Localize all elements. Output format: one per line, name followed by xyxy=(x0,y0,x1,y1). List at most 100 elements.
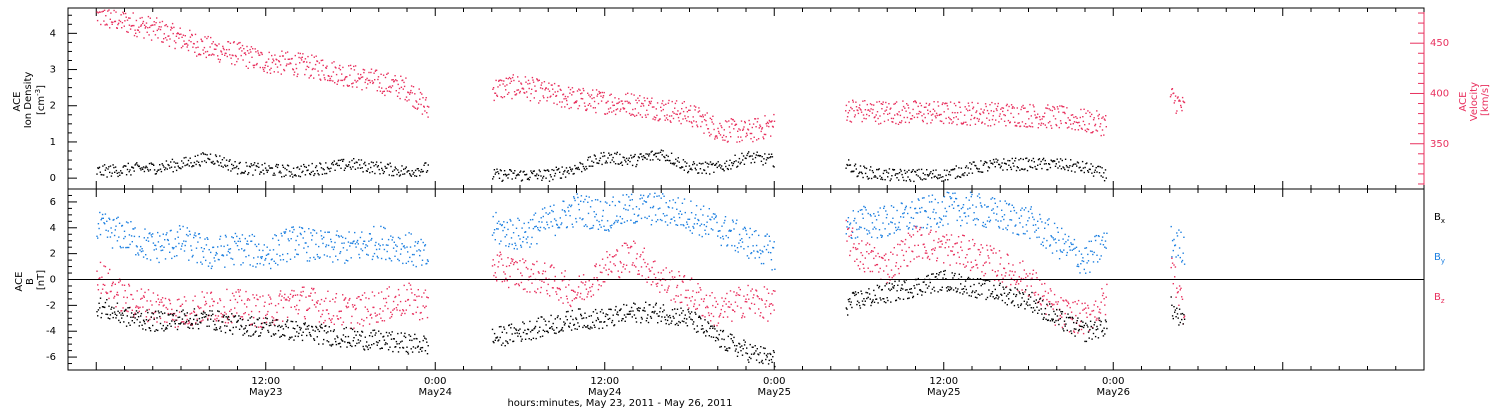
data-point xyxy=(403,85,406,88)
data-point xyxy=(873,257,875,260)
data-point xyxy=(372,255,374,258)
data-point xyxy=(625,242,627,245)
data-point xyxy=(170,161,172,163)
data-point xyxy=(200,307,202,309)
data-point xyxy=(395,295,397,298)
data-point xyxy=(602,281,604,283)
data-point xyxy=(274,234,276,236)
data-point xyxy=(598,220,600,223)
data-point xyxy=(263,244,265,246)
data-point xyxy=(940,113,942,116)
data-point xyxy=(177,165,179,167)
data-point xyxy=(1066,127,1069,129)
data-point xyxy=(685,227,687,229)
data-point xyxy=(223,48,225,51)
data-point xyxy=(532,79,534,81)
data-point xyxy=(291,296,294,298)
data-point xyxy=(758,308,760,310)
data-point xyxy=(580,281,583,283)
data-point xyxy=(188,165,190,167)
data-point xyxy=(729,230,732,232)
data-point xyxy=(187,49,190,52)
data-point xyxy=(255,51,257,53)
data-point xyxy=(215,48,217,50)
data-point xyxy=(592,283,594,286)
data-point xyxy=(665,154,668,156)
data-point xyxy=(742,159,744,161)
data-point xyxy=(125,165,127,167)
data-point xyxy=(1093,117,1095,119)
data-point xyxy=(638,99,640,102)
data-point xyxy=(579,89,581,91)
data-point xyxy=(1052,161,1054,163)
data-point xyxy=(328,231,330,233)
data-point xyxy=(549,295,551,297)
data-point xyxy=(872,108,874,111)
data-point xyxy=(408,282,410,284)
data-point xyxy=(1076,165,1078,167)
data-point xyxy=(744,120,746,123)
data-point xyxy=(343,299,345,301)
data-point xyxy=(542,175,545,178)
data-point xyxy=(902,240,904,243)
data-point xyxy=(767,122,769,125)
data-point xyxy=(555,291,557,293)
data-point xyxy=(157,241,160,243)
data-point xyxy=(258,243,260,245)
data-point xyxy=(901,173,903,176)
data-point xyxy=(278,60,280,62)
data-point xyxy=(1034,231,1036,233)
data-point xyxy=(850,106,852,109)
data-point xyxy=(380,257,383,260)
data-point xyxy=(314,63,317,66)
data-point xyxy=(181,36,183,38)
data-point xyxy=(341,324,343,326)
data-point xyxy=(392,247,395,249)
data-point xyxy=(968,199,970,201)
data-point xyxy=(719,314,721,317)
data-point xyxy=(904,207,907,209)
data-point xyxy=(298,244,300,246)
data-point xyxy=(531,76,534,79)
data-point xyxy=(304,58,307,60)
data-point xyxy=(626,100,628,102)
data-point xyxy=(327,79,329,82)
data-point xyxy=(644,157,646,159)
data-point xyxy=(100,23,102,26)
data-point xyxy=(1038,158,1041,160)
data-point xyxy=(323,169,325,171)
data-point xyxy=(348,299,350,301)
data-point xyxy=(670,121,672,123)
data-point xyxy=(691,232,693,234)
data-point xyxy=(714,138,716,140)
data-point xyxy=(682,224,684,226)
data-point xyxy=(1040,160,1042,163)
data-point xyxy=(1183,236,1185,238)
data-point xyxy=(384,76,387,79)
data-point xyxy=(652,205,655,208)
data-point xyxy=(390,260,393,262)
data-point xyxy=(253,162,256,164)
data-point xyxy=(712,304,714,307)
data-point xyxy=(923,106,926,108)
data-point xyxy=(117,294,119,296)
data-point xyxy=(987,205,989,208)
data-point xyxy=(336,315,338,317)
data-point xyxy=(253,164,255,166)
data-point xyxy=(684,296,686,299)
data-point xyxy=(660,272,662,274)
data-point xyxy=(902,105,905,108)
data-point xyxy=(861,240,863,242)
data-point xyxy=(346,165,348,168)
data-point xyxy=(598,90,600,93)
data-point xyxy=(426,259,429,261)
data-point xyxy=(520,244,522,247)
data-point xyxy=(1172,249,1174,252)
data-point xyxy=(226,164,229,167)
data-point xyxy=(349,74,351,76)
data-point xyxy=(918,199,920,201)
data-point xyxy=(680,167,682,169)
data-point xyxy=(1070,243,1073,246)
data-point xyxy=(356,161,358,164)
data-point xyxy=(640,194,642,196)
